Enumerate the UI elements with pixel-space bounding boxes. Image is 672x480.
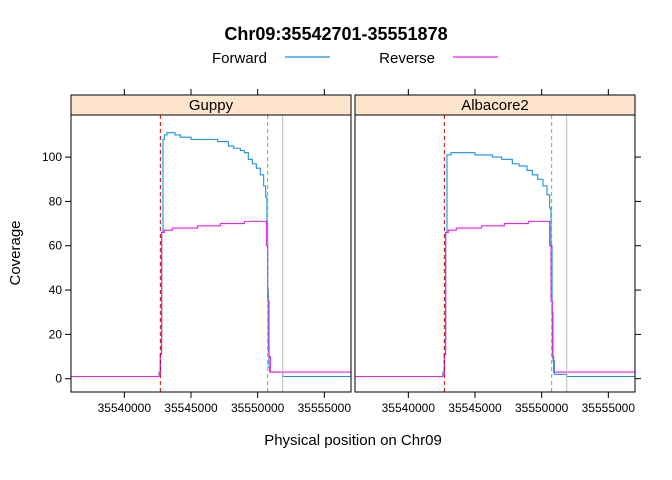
plot-area-albacore2 xyxy=(355,115,635,392)
series-line-forward-albacore2 xyxy=(355,152,635,378)
x-tick-label-guppy-2: 35545000 xyxy=(164,401,218,415)
legend: Forward Reverse xyxy=(212,50,498,67)
panels xyxy=(65,89,641,398)
y-tick-label-80: 80 xyxy=(49,194,63,208)
chart-title: Chr09:35542701-35551878 xyxy=(224,24,447,44)
series-line-reverse-albacore2 xyxy=(355,220,635,378)
panel-guppy xyxy=(65,89,352,398)
x-tick-label-guppy-3: 35550000 xyxy=(231,401,285,415)
y-tick-label-20: 20 xyxy=(49,327,63,341)
series-line-forward-guppy xyxy=(71,132,351,378)
x-tick-label-albacore2-1: 35540000 xyxy=(382,401,436,415)
panel-frame-guppy xyxy=(70,114,352,393)
y-tick-label-0: 0 xyxy=(55,372,62,386)
legend-label-reverse: Reverse xyxy=(379,50,435,67)
y-tick-label-100: 100 xyxy=(42,150,62,164)
x-axis-label: Physical position on Chr09 xyxy=(264,432,442,449)
y-tick-label-60: 60 xyxy=(49,239,63,253)
x-tick-label-albacore2-3: 35550000 xyxy=(515,401,569,415)
series-line-reverse-guppy xyxy=(71,220,351,378)
x-tick-label-guppy-1: 35540000 xyxy=(98,401,152,415)
legend-label-forward: Forward xyxy=(212,50,267,67)
x-tick-label-guppy-4: 35555000 xyxy=(298,401,352,415)
panel-frame-albacore2 xyxy=(354,114,636,393)
y-tick-label-40: 40 xyxy=(49,283,63,297)
x-tick-label-albacore2-4: 35555000 xyxy=(582,401,636,415)
y-axis-label: Coverage xyxy=(7,220,24,285)
plot-area-guppy xyxy=(71,115,351,392)
panel-albacore2 xyxy=(354,89,641,398)
x-tick-label-albacore2-2: 35545000 xyxy=(448,401,502,415)
strip-label-albacore2: Albacore2 xyxy=(461,97,529,114)
strip-label-guppy: Guppy xyxy=(189,97,234,114)
